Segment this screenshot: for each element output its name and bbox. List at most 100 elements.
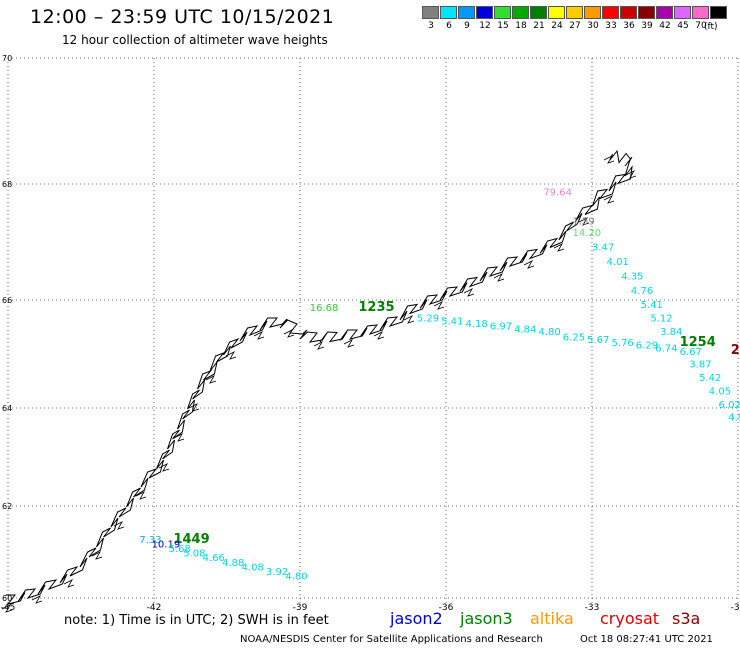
swh-observation: 2250: [731, 343, 740, 358]
swh-observation: 1449: [173, 532, 209, 547]
legend-swatch: [638, 6, 655, 19]
legend-label: 39: [641, 21, 653, 31]
lon-tick-label: -30: [731, 603, 740, 613]
lat-tick-label: 64: [2, 404, 12, 413]
swh-observation: 4.76: [631, 286, 653, 297]
legend-swatch: [494, 6, 511, 19]
legend-swatch: [602, 6, 619, 19]
satellite-label-cryosat: cryosat: [600, 609, 660, 628]
lon-tick-label: -33: [585, 603, 600, 613]
swh-observation: 5.12: [650, 314, 672, 325]
swh-observation: 6.67: [680, 347, 702, 358]
lon-tick-label: -42: [147, 603, 162, 613]
swh-observation: 4.01: [607, 257, 629, 268]
satellite-label-altika: altika: [530, 609, 574, 628]
legend-swatch: [530, 6, 547, 19]
swh-observation: 1254: [680, 335, 716, 350]
legend-label: 33: [605, 21, 617, 31]
swh-observation: 4.80: [285, 572, 307, 583]
legend-label: 70: [695, 21, 707, 31]
legend-labels: 3 6 9 12 15 18 21 24 27 30 33 36 39 42 45 70: [422, 21, 728, 31]
fjord-details: [1, 155, 637, 613]
satellite-label-jason2: jason2: [390, 609, 443, 628]
map-title: 12:00 – 23:59 UTC 10/15/2021: [30, 6, 335, 28]
swh-observation: 4.80: [538, 327, 560, 338]
coastline-path: [5, 149, 633, 605]
legend-label: 12: [479, 21, 491, 31]
swh-observation: 5.68: [169, 544, 191, 555]
lat-lon-grid: [7, 57, 739, 605]
legend-label: 36: [623, 21, 635, 31]
swh-observation: 5.08: [183, 549, 205, 560]
swh-observation: 5.41: [441, 316, 463, 327]
legend-swatch: [458, 6, 475, 19]
legend-swatch: [512, 6, 529, 19]
lat-tick-label: 62: [2, 502, 12, 511]
legend-swatches: [422, 6, 728, 19]
satellite-label-jason3: jason3: [460, 609, 513, 628]
axis-tick-labels: -45 -42 -39 -36 -33 -30 70 68 66 64 62 60: [1, 54, 740, 613]
swh-observation: 4.84: [514, 324, 536, 335]
swh-observation: 4.66: [203, 553, 225, 564]
legend-label: 45: [677, 21, 689, 31]
swh-observation: 6.29: [636, 341, 658, 352]
legend-label: 15: [497, 21, 509, 31]
generation-timestamp: Oct 18 08:27:41 UTC 2021: [580, 634, 713, 645]
legend-swatch: [710, 6, 727, 19]
legend-swatch: [566, 6, 583, 19]
footer-note: note: 1) Time is in UTC; 2) SWH is in fe…: [64, 613, 329, 628]
lat-tick-label: 70: [2, 54, 12, 63]
swh-observation: 5.41: [641, 300, 663, 311]
swh-observation: 7.33: [139, 535, 161, 546]
swh-observation: 6.25: [563, 333, 585, 344]
swh-observation: 4.08: [242, 562, 264, 573]
legend-swatch: [656, 6, 673, 19]
legend-swatch: [620, 6, 637, 19]
legend-swatch: [674, 6, 691, 19]
lon-tick-label: -45: [1, 603, 16, 613]
lat-tick-label: 68: [2, 180, 12, 189]
swh-observation: 5.76: [611, 338, 633, 349]
greenland-coastline: [1, 149, 637, 613]
lat-tick-label: 60: [2, 594, 12, 603]
swh-observation: 3.84: [660, 327, 682, 338]
legend-label: 27: [569, 21, 581, 31]
swh-observation: 3.47: [592, 243, 614, 254]
legend-swatch: [476, 6, 493, 19]
swh-observation: 4.05: [709, 387, 731, 398]
legend-label: 24: [551, 21, 563, 31]
credit-line: NOAA/NESDIS Center for Satellite Applica…: [240, 634, 543, 645]
lat-tick-label: 66: [2, 296, 12, 305]
swh-observation: 4.9: [728, 412, 740, 423]
color-legend: 3 6 9 12 15 18 21 24 27 30 33 36 39 42 45 70: [422, 6, 728, 31]
legend-swatch: [440, 6, 457, 19]
swh-observation: 4.18: [465, 319, 487, 330]
swh-observation: 79.64: [543, 188, 572, 199]
legend-label: 42: [659, 21, 671, 31]
swh-observation: 6.74: [655, 343, 677, 354]
swh-observation: 6.02: [719, 400, 740, 411]
swh-observation: 4.88: [222, 558, 244, 569]
swh-observation: 3.87: [689, 360, 711, 371]
legend-label: 9: [464, 21, 470, 31]
swh-observation: 14.20: [573, 228, 602, 239]
swh-observation: 5.42: [699, 373, 721, 384]
satellite-label-s3a: s3a: [672, 609, 701, 628]
swh-observation: 4.35: [621, 272, 643, 283]
legend-swatch: [692, 6, 709, 19]
legend-label: 30: [587, 21, 599, 31]
swh-observation: 1.59: [573, 217, 595, 228]
map-subtitle: 12 hour collection of altimeter wave hei…: [62, 33, 328, 47]
legend-swatch: [548, 6, 565, 19]
legend-label: 3: [428, 21, 434, 31]
swh-observation: 3.92: [266, 567, 288, 578]
lon-tick-label: -36: [439, 603, 454, 613]
legend-label: 21: [533, 21, 545, 31]
legend-label: 18: [515, 21, 527, 31]
legend-swatch: [422, 6, 439, 19]
swh-observation: 10.19: [152, 539, 181, 550]
swh-observation: 16.68: [310, 303, 339, 314]
legend-unit: (ft): [704, 22, 718, 32]
